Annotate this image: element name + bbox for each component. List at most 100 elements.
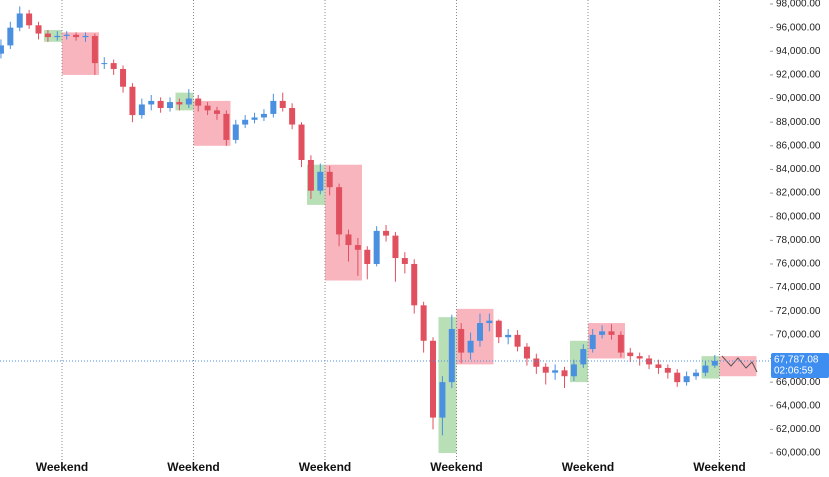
y-tick-label: 62,000.00 [776, 424, 821, 435]
candle-body [157, 100, 164, 108]
candle-body [44, 33, 51, 38]
candle-body [561, 370, 568, 377]
candle-body [570, 364, 577, 377]
candle-body [514, 334, 521, 347]
candle-body [91, 35, 98, 64]
weekend-label: Weekend [693, 460, 745, 474]
candle-body [138, 104, 145, 116]
pre-weekend-box [44, 30, 62, 42]
candle-body [599, 331, 606, 335]
candle-body [26, 13, 33, 26]
weekend-label: Weekend [299, 460, 351, 474]
candle-body [711, 360, 718, 366]
candle-body [54, 35, 61, 38]
candle-body [636, 356, 643, 359]
projection [721, 355, 758, 373]
candle-body [693, 372, 700, 377]
y-tick-label: 86,000.00 [776, 140, 821, 151]
candle-body [542, 366, 549, 373]
y-tick-label: 64,000.00 [776, 400, 821, 411]
candle-body [279, 100, 286, 108]
y-tick-label: 94,000.00 [776, 46, 821, 57]
candle-body [401, 258, 408, 264]
candle-body [223, 113, 230, 140]
candle-body [533, 358, 540, 367]
y-tick-label: 72,000.00 [776, 306, 821, 317]
candle-body [35, 25, 42, 34]
candle-body [73, 34, 80, 38]
candle-body [185, 98, 192, 105]
candle-body [326, 171, 333, 188]
candle-body [476, 323, 483, 341]
y-tick-label: 90,000.00 [776, 93, 821, 104]
candle-body [260, 113, 267, 118]
weekend-label: Weekend [36, 460, 88, 474]
candle-body [373, 230, 380, 264]
candle-body [232, 124, 239, 140]
candle-body [523, 346, 530, 359]
candle-body [101, 63, 108, 65]
y-tick-label: 96,000.00 [776, 22, 821, 33]
candle-body [110, 63, 117, 70]
current-price-label: 67,787.08 [774, 355, 819, 366]
candle-body [82, 35, 89, 38]
candle-body [617, 334, 624, 353]
candle-body [580, 349, 587, 365]
candle-body [0, 45, 4, 54]
y-tick-label: 76,000.00 [776, 259, 821, 270]
weekend-boxes [44, 30, 757, 454]
y-tick-label: 84,000.00 [776, 164, 821, 175]
y-tick-label: 78,000.00 [776, 235, 821, 246]
candle-body [683, 376, 690, 383]
weekend-lines [61, 0, 720, 460]
candle-body [16, 13, 23, 28]
countdown-label: 02:06:59 [774, 366, 813, 377]
y-tick-label: 74,000.00 [776, 282, 821, 293]
candle-body [486, 320, 493, 324]
candle-body [664, 367, 671, 373]
candle-body [120, 69, 127, 87]
current-price-box [771, 353, 829, 379]
candle-body [552, 370, 559, 373]
candle-body [674, 372, 681, 383]
candles [0, 6, 718, 436]
candle-body [439, 382, 446, 418]
weekend-label: Weekend [430, 460, 482, 474]
candle-body [495, 320, 502, 338]
candle-body [148, 100, 155, 105]
candle-body [608, 331, 615, 335]
candle-body [7, 27, 14, 46]
y-tick-label: 80,000.00 [776, 211, 821, 222]
candle-body [646, 358, 653, 365]
candle-body [63, 34, 70, 36]
candle-body [458, 328, 465, 353]
candle-body [627, 352, 634, 357]
candle-body [336, 187, 343, 235]
candle-body [655, 364, 662, 368]
candle-body [270, 100, 277, 114]
candle-body [204, 105, 211, 111]
candle-body [383, 230, 390, 236]
candle-body [307, 159, 314, 191]
candle-body [430, 340, 437, 418]
weekend-label: Weekend [562, 460, 614, 474]
candle-body [589, 334, 596, 350]
y-tick-label: 70,000.00 [776, 330, 821, 341]
candle-body [345, 234, 352, 246]
candle-body [289, 107, 296, 125]
candle-body [467, 340, 474, 353]
y-tick-label: 60,000.00 [776, 448, 821, 459]
candle-body [242, 119, 249, 125]
candle-body [448, 328, 455, 383]
y-tick-label: 98,000.00 [776, 0, 821, 10]
candle-body [298, 124, 305, 160]
weekend-label: Weekend [167, 460, 219, 474]
candle-body [411, 263, 418, 306]
y-tick-label: 66,000.00 [776, 377, 821, 388]
y-tick-label: 82,000.00 [776, 188, 821, 199]
candle-body [505, 334, 512, 338]
candle-body [317, 171, 324, 191]
candle-body [420, 305, 427, 341]
